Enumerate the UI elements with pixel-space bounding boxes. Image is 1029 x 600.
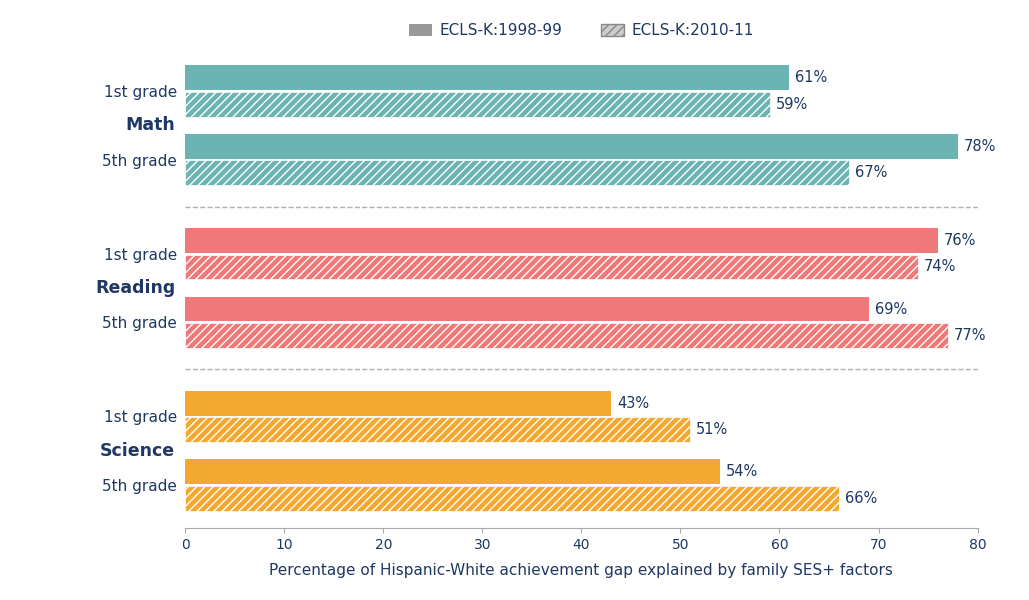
Text: 76%: 76% bbox=[944, 233, 977, 248]
Text: 74%: 74% bbox=[924, 259, 956, 274]
Bar bbox=[185, 485, 839, 511]
Text: Science: Science bbox=[100, 442, 175, 460]
Text: 51%: 51% bbox=[697, 422, 729, 437]
Bar bbox=[185, 459, 720, 484]
Text: 67%: 67% bbox=[855, 166, 887, 181]
Bar bbox=[185, 160, 849, 185]
Text: 43%: 43% bbox=[617, 395, 649, 410]
Text: 59%: 59% bbox=[776, 97, 808, 112]
Bar bbox=[185, 417, 690, 442]
Text: 69%: 69% bbox=[875, 302, 907, 317]
Text: 78%: 78% bbox=[964, 139, 996, 154]
Bar bbox=[185, 254, 918, 280]
Bar bbox=[185, 391, 611, 416]
Text: 54%: 54% bbox=[726, 464, 758, 479]
Text: Math: Math bbox=[126, 116, 175, 134]
X-axis label: Percentage of Hispanic-White achievement gap explained by family SES+ factors: Percentage of Hispanic-White achievement… bbox=[270, 563, 893, 578]
Bar bbox=[185, 228, 938, 253]
Legend: ECLS-K:1998-99, ECLS-K:2010-11: ECLS-K:1998-99, ECLS-K:2010-11 bbox=[403, 17, 759, 44]
Bar bbox=[185, 296, 868, 322]
Text: 66%: 66% bbox=[845, 491, 877, 506]
Text: Reading: Reading bbox=[95, 279, 175, 297]
Text: 77%: 77% bbox=[954, 328, 986, 343]
Text: 61%: 61% bbox=[795, 70, 827, 85]
Bar bbox=[185, 65, 789, 91]
Bar bbox=[185, 323, 948, 348]
Bar bbox=[185, 134, 958, 159]
Bar bbox=[185, 92, 770, 117]
